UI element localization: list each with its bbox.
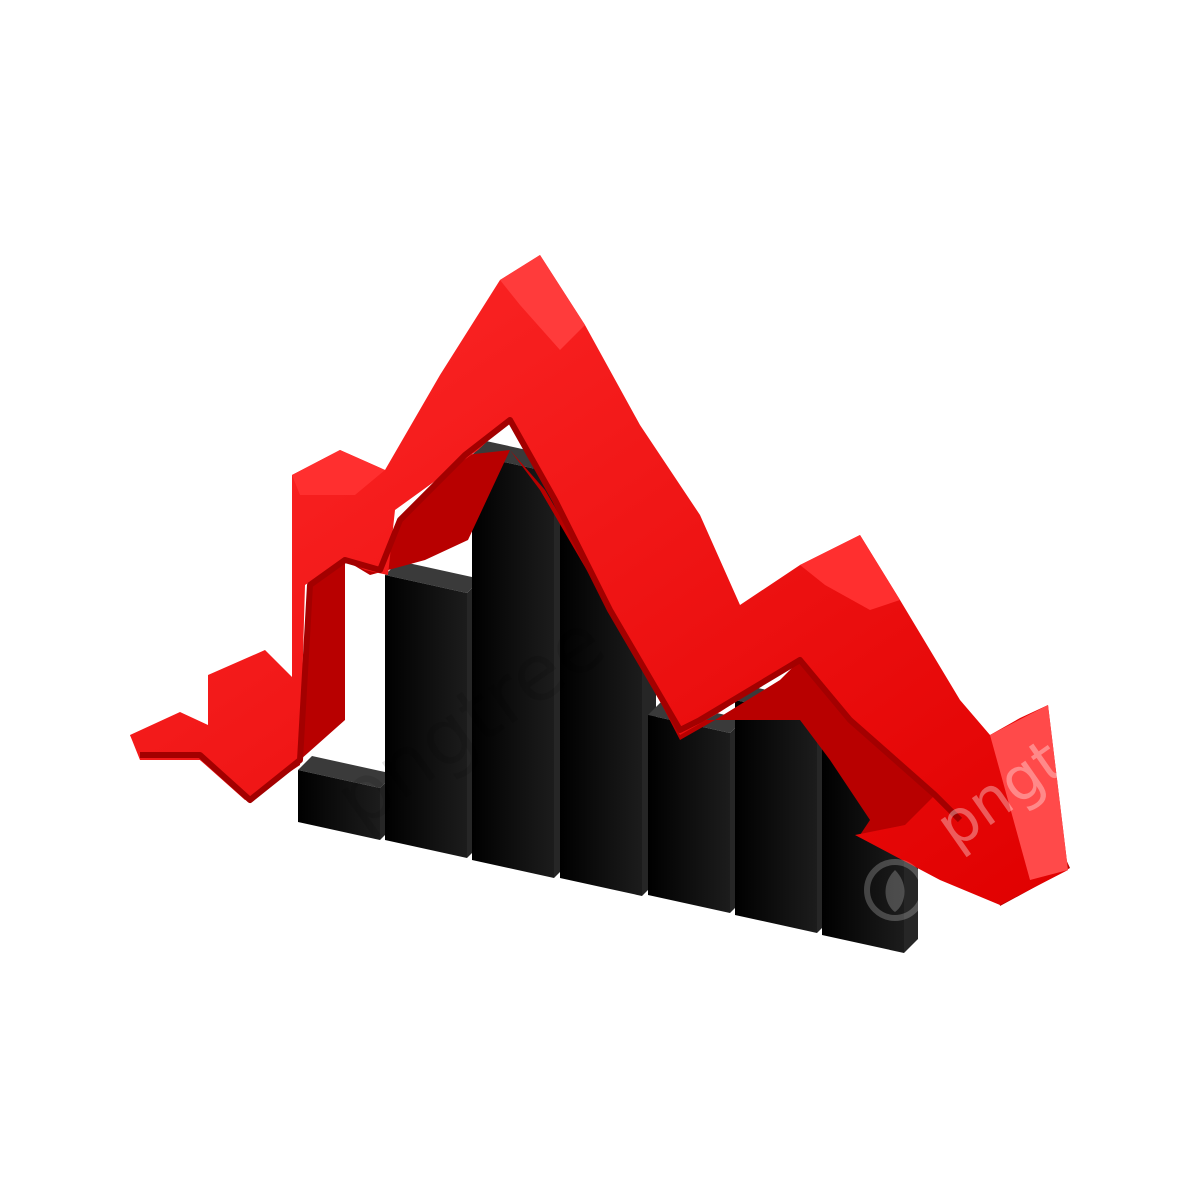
arrow-top-face-3 [800, 535, 900, 610]
arrow-top-face [292, 450, 385, 495]
bar-front-face [735, 700, 817, 933]
arrow-head-highlight [990, 705, 1068, 880]
arrow-side-face [130, 450, 1070, 906]
arrow-front-face [130, 255, 1068, 905]
trend-arrow [130, 255, 1070, 906]
bar-front-face [385, 575, 467, 858]
arrow-top-face-2 [500, 255, 585, 350]
watermark-logo-icon [864, 859, 926, 921]
bar-5 [648, 701, 744, 913]
bar-front-face [298, 770, 380, 840]
bar-top-face [385, 561, 481, 593]
bar-front-face [472, 455, 554, 878]
bar-front-face [648, 715, 730, 913]
bar-top-face [298, 756, 394, 788]
bar-1 [298, 756, 394, 840]
arrow-bevel-line [140, 417, 963, 823]
